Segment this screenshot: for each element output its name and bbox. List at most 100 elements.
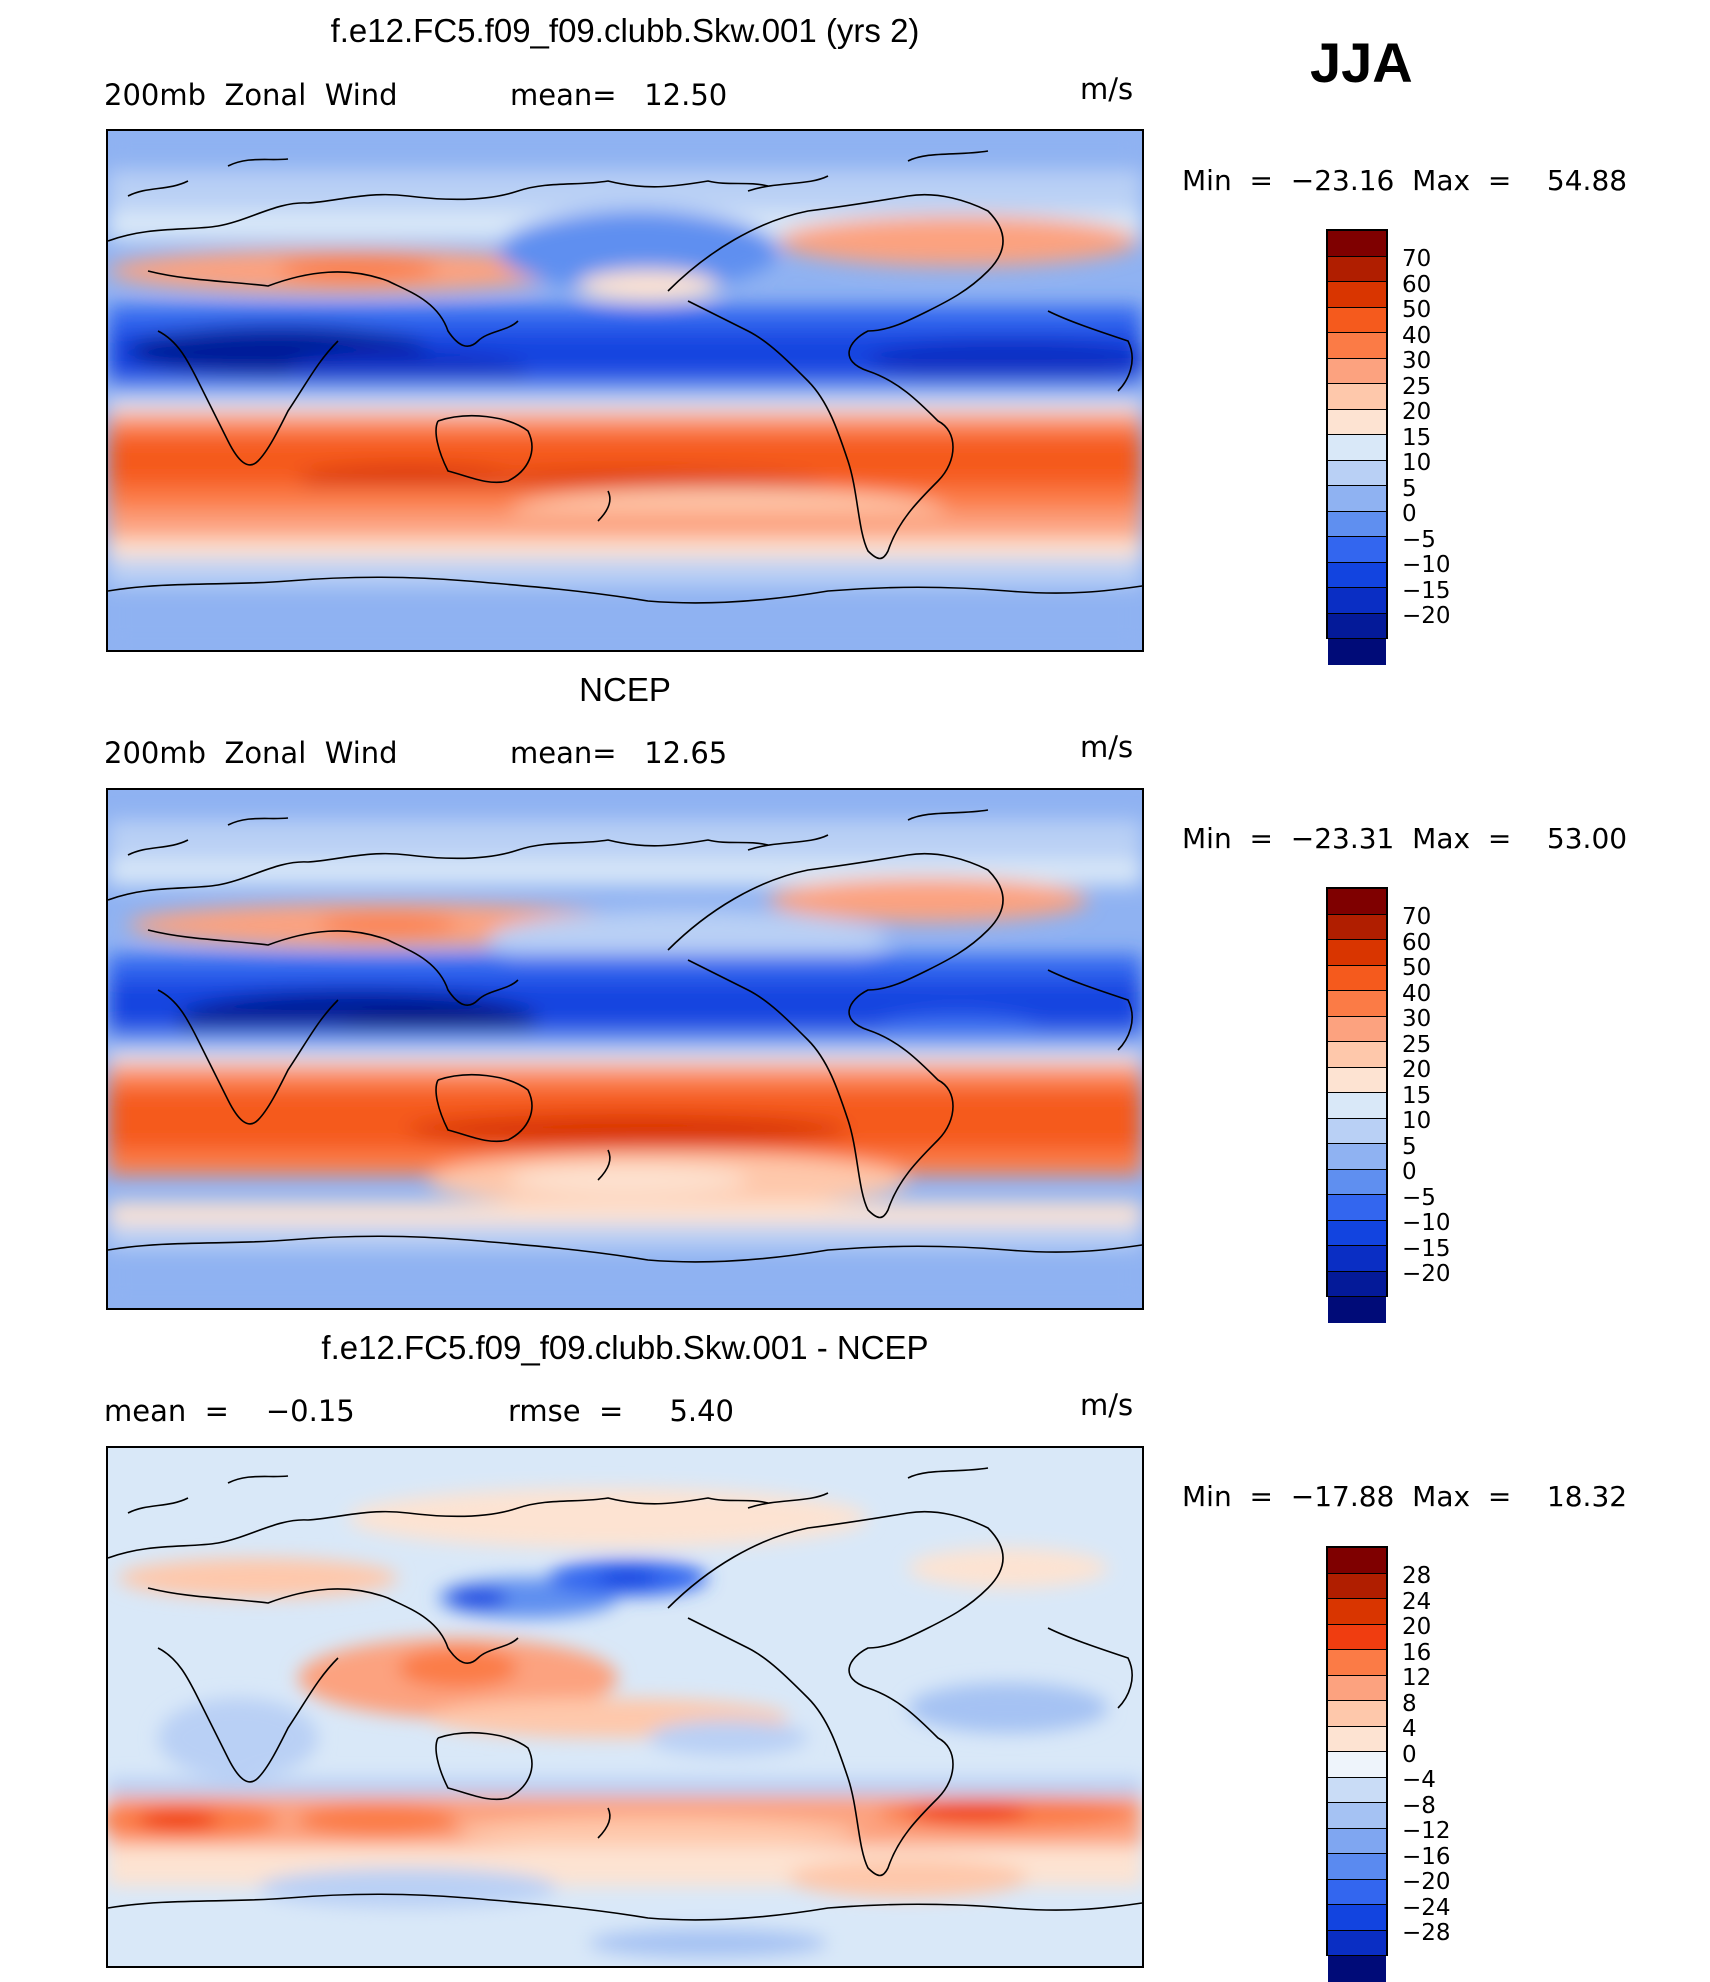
coastline-outlines [108,1467,1142,1921]
colorbar-tick-label: −4 [1402,1767,1436,1793]
colorbar-swatch [1328,231,1386,257]
colorbar-tick-label: 50 [1402,955,1432,981]
colorbar-tick-label: 60 [1402,271,1432,298]
colorbar-swatch [1328,1067,1386,1093]
colorbar-tick-label: 0 [1402,501,1417,527]
colorbar-swatch [1328,256,1386,282]
colorbar-swatch [1328,1297,1386,1323]
colorbar-swatch [1328,1016,1386,1042]
colorbar-swatch [1328,1752,1386,1778]
colorbar-swatch [1328,1930,1386,1956]
colorbar-tick-label: 5 [1402,1133,1417,1160]
map-panel-model [106,129,1144,652]
panel-variable-label-obs: 200mb Zonal Wind [104,736,398,770]
colorbar-tick-label: 20 [1402,399,1432,425]
panel-units-obs: m/s [1080,730,1134,764]
colorbar-tick-label: −15 [1402,577,1451,604]
season-label: JJA [1310,31,1413,94]
panel-title-obs: NCEP [579,671,671,708]
colorbar-swatch [1328,1548,1386,1574]
panel-minmax-obs: Min = −23.31 Max = 53.00 [1182,822,1628,855]
colorbar-tick-label: 40 [1402,980,1432,1007]
colorbar-tick-label: 10 [1402,1108,1432,1134]
colorbar-swatch [1328,562,1386,588]
colorbar-swatch [1328,384,1386,410]
colorbar-tick-label: 12 [1402,1665,1432,1691]
colorbar-tick-label: 50 [1402,297,1432,323]
colorbar-tick-label: −5 [1402,1184,1436,1211]
colorbar-tick-label: −20 [1402,603,1451,629]
map-panel-obs [106,788,1144,1310]
colorbar-tick-label: 25 [1402,1031,1432,1058]
colorbar-swatch [1328,940,1386,966]
colorbar-swatch [1328,1271,1386,1297]
colorbar-tick-label: 70 [1402,246,1432,272]
colorbar-swatch [1328,460,1386,486]
colorbar-swatch [1328,1246,1386,1272]
colorbar-swatch [1328,358,1386,384]
colorbar-tick-label: 16 [1402,1639,1432,1666]
colorbar-swatch [1328,282,1386,308]
colorbar-swatch [1328,1169,1386,1195]
panel-title-diff: f.e12.FC5.f09_f09.clubb.Skw.001 - NCEP [321,1329,929,1366]
colorbar-swatch [1328,1599,1386,1625]
panel-variable-label-model: 200mb Zonal Wind [104,78,398,112]
panel-mean-label-diff: mean = −0.15 [104,1394,355,1428]
colorbar-swatch [1328,613,1386,639]
colorbar-tick-label: 30 [1402,1006,1432,1032]
colorbar-tick-label: −12 [1402,1818,1451,1844]
colorbar-tick-label: 20 [1402,1057,1432,1083]
colorbar-swatch [1328,1701,1386,1727]
colorbar-swatch [1328,588,1386,614]
colorbar-tick-label: 28 [1402,1563,1432,1589]
colorbar-swatch [1328,333,1386,359]
colorbar-tick-label: 8 [1402,1690,1417,1717]
colorbar-model [1326,229,1388,665]
colorbar-tick-label: 60 [1402,929,1432,956]
colorbar-tick-label: 20 [1402,1614,1432,1640]
zonal-wind-difference-map [108,1448,1142,1966]
colorbar-tick-label: 24 [1402,1588,1432,1615]
colorbar-tick-label: −28 [1402,1920,1451,1946]
panel-title-model: f.e12.FC5.f09_f09.clubb.Skw.001 (yrs 2) [330,12,920,49]
colorbar-tick-label: 0 [1402,1741,1417,1768]
colorbar-swatch [1328,1220,1386,1246]
panel-minmax-diff: Min = −17.88 Max = 18.32 [1182,1480,1628,1513]
colorbar-swatch [1328,639,1386,665]
zonal-wind-map-obs [108,790,1142,1308]
colorbar-swatch [1328,1777,1386,1803]
colorbar-swatch [1328,991,1386,1017]
colorbar-swatch [1328,1650,1386,1676]
colorbar-swatch [1328,409,1386,435]
colorbar-tick-label: 10 [1402,450,1432,476]
coastline-outlines [108,809,1142,1263]
colorbar-swatch [1328,307,1386,333]
colorbar-swatch [1328,1803,1386,1829]
colorbar-tick-label: −15 [1402,1235,1451,1262]
zonal-wind-map-model [108,131,1142,650]
panel-minmax-model: Min = −23.16 Max = 54.88 [1182,164,1628,197]
colorbar-tick-label: 4 [1402,1716,1417,1742]
panel-mean-label-obs: mean= 12.65 [510,736,728,770]
colorbar-tick-label: −24 [1402,1894,1451,1921]
colorbar-tick-label: 5 [1402,475,1417,502]
colorbar-tick-label: −16 [1402,1843,1451,1870]
colorbar-swatch [1328,1828,1386,1854]
colorbar-swatch [1328,1905,1386,1931]
map-panel-diff [106,1446,1144,1968]
panel-units-diff: m/s [1080,1388,1134,1422]
colorbar-tick-label: −20 [1402,1869,1451,1895]
panel-rmse-label-diff: rmse = 5.40 [508,1394,735,1428]
panel-units-model: m/s [1080,72,1134,106]
colorbar-tick-label: 0 [1402,1159,1417,1185]
colorbar-swatch [1328,1956,1386,1982]
colorbar-tick-label: 40 [1402,322,1432,349]
colorbar-tick-label: 25 [1402,373,1432,400]
colorbar-tick-label: 15 [1402,1082,1432,1109]
colorbar-swatch [1328,1624,1386,1650]
panel-mean-label-model: mean= 12.50 [510,78,728,112]
colorbar-swatch [1328,1195,1386,1221]
colorbar-swatch [1328,1118,1386,1144]
colorbar-swatch [1328,1726,1386,1752]
colorbar-tick-label: −5 [1402,526,1436,553]
